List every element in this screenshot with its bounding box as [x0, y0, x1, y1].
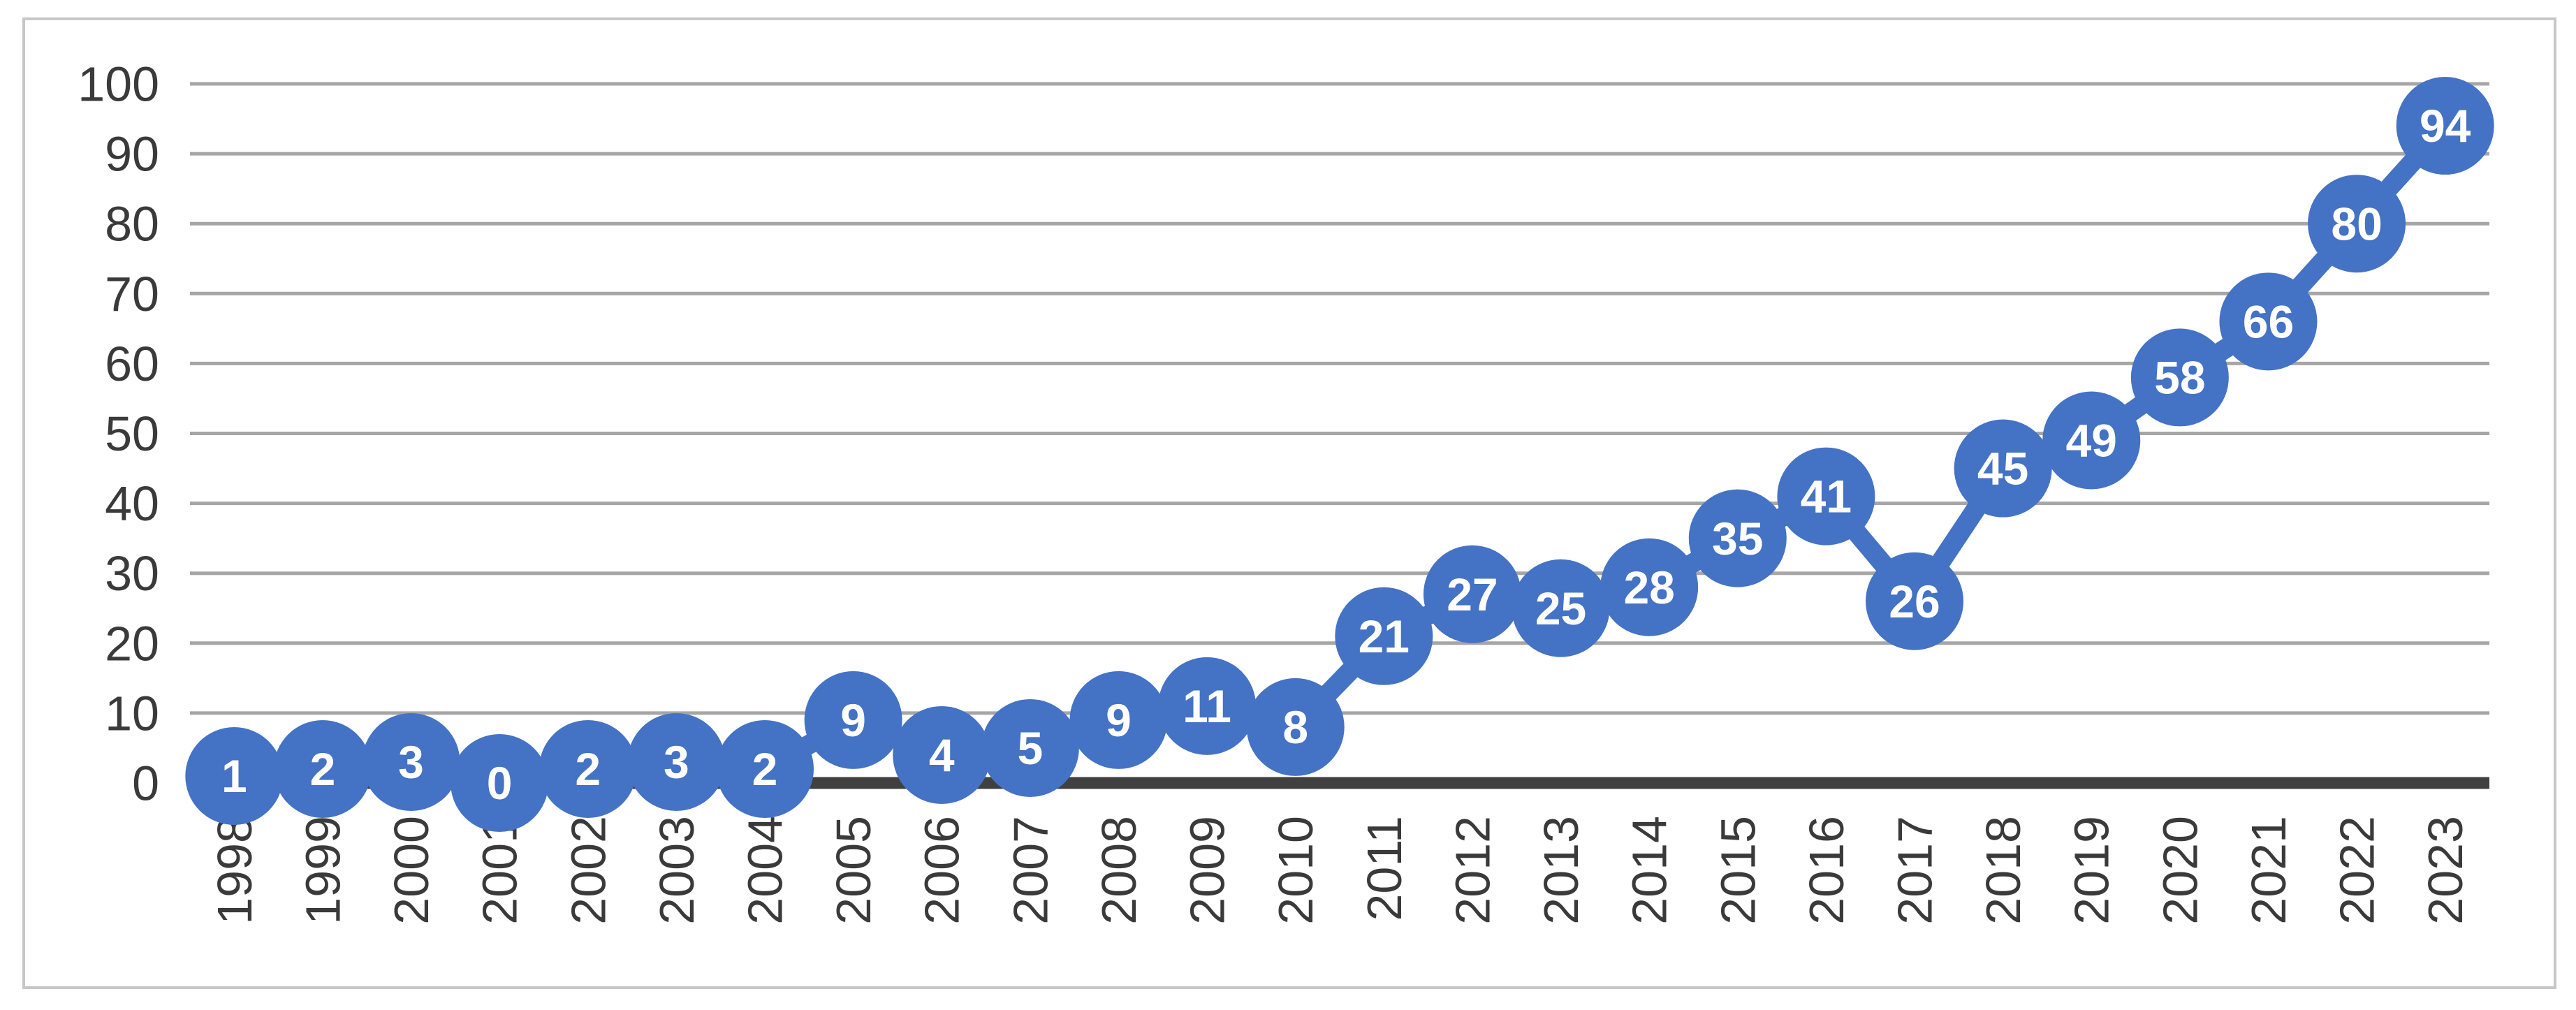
data-point-marker: [362, 712, 460, 811]
x-tick-label: 2005: [826, 816, 881, 925]
data-point-label: 80: [2331, 198, 2382, 249]
data-point-label: 0: [487, 757, 513, 809]
data-point-label: 3: [664, 736, 689, 788]
data-point-marker: [716, 719, 814, 818]
data-point-marker: [1600, 538, 1699, 636]
data-point-marker: [627, 712, 726, 811]
data-point-label: 26: [1889, 576, 1940, 627]
data-point-label: 2: [575, 743, 601, 795]
data-point-marker: [539, 719, 637, 818]
data-point-label: 25: [1535, 583, 1586, 634]
x-tick-label: 2018: [1976, 816, 2030, 925]
data-point-marker: [1335, 587, 1433, 685]
x-tick-label: 2007: [1003, 816, 1058, 925]
data-point-label: 1: [221, 750, 247, 802]
data-point-marker: [1954, 419, 2052, 518]
data-point-label: 8: [1282, 701, 1308, 753]
data-point-label: 28: [1623, 562, 1674, 613]
data-point-marker: [1158, 657, 1257, 755]
x-tick-label: 2021: [2241, 816, 2296, 925]
x-tick-label: 2009: [1180, 816, 1235, 925]
x-tick-label: 2015: [1711, 816, 1765, 925]
data-point-marker: [273, 719, 372, 818]
x-tick-label: 2017: [1888, 816, 1942, 925]
data-point-label: 49: [2066, 415, 2117, 467]
data-point-marker: [1246, 678, 1345, 776]
y-tick-label: 80: [105, 197, 159, 251]
x-tick-label: 2003: [650, 816, 704, 925]
x-tick-label: 2020: [2153, 816, 2207, 925]
data-point-marker: [1069, 671, 1168, 769]
data-point-marker: [981, 698, 1079, 797]
data-point-marker: [893, 705, 991, 804]
data-point-marker: [1866, 552, 1963, 650]
x-tick-label: 2023: [2418, 816, 2473, 925]
x-tick-label: 2013: [1534, 816, 1588, 925]
chart-frame-border: [22, 17, 2556, 989]
y-tick-label: 60: [105, 337, 159, 391]
x-tick-label: 2011: [1357, 816, 1412, 921]
data-point-label: 11: [1183, 680, 1231, 732]
data-point-label: 9: [1106, 694, 1132, 746]
data-point-marker: [451, 734, 549, 832]
data-point-label: 58: [2154, 352, 2205, 404]
data-point-label: 2: [752, 743, 778, 795]
data-point-label: 5: [1017, 722, 1043, 774]
x-tick-label: 1999: [295, 816, 350, 925]
data-point-marker: [1777, 447, 1875, 546]
x-tick-label: 2022: [2330, 816, 2385, 925]
x-tick-label: 2002: [561, 816, 615, 925]
data-point-marker: [804, 671, 902, 769]
y-tick-label: 70: [105, 267, 159, 321]
data-point-label: 9: [840, 694, 866, 746]
data-point-marker: [2396, 77, 2494, 175]
data-point-marker: [1423, 545, 1521, 643]
data-point-label: 35: [1712, 513, 1763, 564]
data-point-marker: [185, 726, 284, 825]
y-tick-label: 50: [105, 407, 159, 461]
data-point-label: 3: [398, 736, 424, 788]
data-point-label: 94: [2420, 100, 2471, 152]
data-point-label: 4: [929, 729, 955, 781]
data-point-label: 41: [1801, 471, 1852, 522]
data-point-label: 21: [1359, 610, 1410, 662]
data-point-marker: [2308, 175, 2406, 273]
x-tick-label: 2012: [1445, 816, 1500, 925]
data-point-label: 27: [1447, 569, 1498, 620]
x-tick-label: 2014: [1623, 816, 1677, 925]
x-tick-label: 2008: [1092, 816, 1146, 925]
x-tick-label: 1998: [207, 816, 262, 925]
data-point-marker: [2042, 391, 2141, 490]
y-tick-label: 100: [78, 57, 159, 112]
data-point-label: 2: [310, 743, 336, 795]
data-point-marker: [2219, 272, 2318, 371]
data-point-marker: [2130, 328, 2229, 427]
x-tick-label: 2004: [738, 816, 793, 925]
x-tick-label: 2001: [473, 816, 527, 925]
x-tick-label: 2016: [1799, 816, 1854, 925]
y-tick-label: 0: [132, 756, 159, 811]
y-tick-label: 40: [105, 476, 159, 531]
x-tick-label: 2006: [915, 816, 969, 925]
y-tick-label: 90: [105, 127, 159, 182]
y-tick-label: 20: [105, 616, 159, 671]
data-point-label: 45: [1977, 443, 2028, 495]
data-point-label: 66: [2243, 295, 2294, 347]
x-tick-label: 2010: [1268, 816, 1323, 925]
y-tick-label: 30: [105, 546, 159, 601]
x-tick-label: 2019: [2065, 816, 2119, 925]
x-tick-label: 2000: [384, 816, 439, 925]
y-tick-label: 10: [105, 686, 159, 740]
data-point-marker: [1512, 559, 1610, 657]
data-point-marker: [1688, 489, 1787, 587]
